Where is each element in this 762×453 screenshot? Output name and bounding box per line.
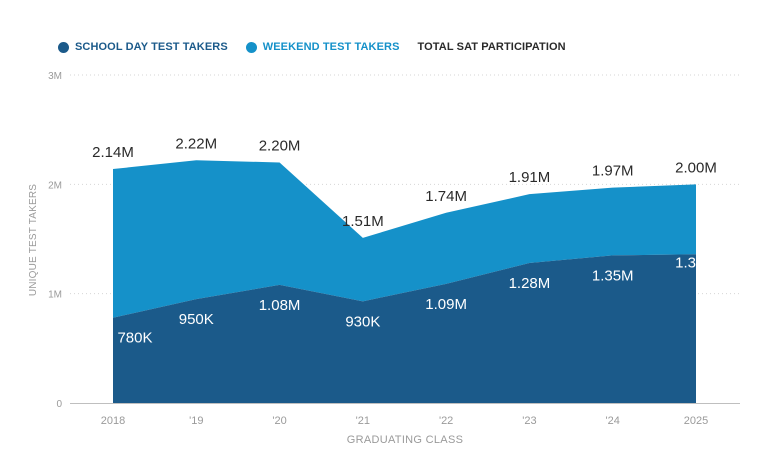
x-tick-label: '24 xyxy=(606,415,620,427)
x-tick-label: 2025 xyxy=(684,415,708,427)
school-day-data-label: 930K xyxy=(345,313,380,330)
x-axis-title: GRADUATING CLASS xyxy=(347,434,463,446)
total-data-label: 2.14M xyxy=(92,144,134,161)
school-day-data-label: 780K xyxy=(117,330,152,347)
total-data-label: 1.91M xyxy=(509,169,551,186)
school-day-area xyxy=(113,254,696,403)
school-day-data-label: 950K xyxy=(179,311,214,328)
school-day-data-label: 1.35M xyxy=(592,267,634,284)
x-tick-label: '20 xyxy=(272,415,286,427)
x-tick-label: '21 xyxy=(356,415,370,427)
school-day-data-label: 1.08M xyxy=(259,297,301,314)
legend-item-weekend: WEEKEND TEST TAKERS xyxy=(245,41,400,53)
legend-label-school-day: SCHOOL DAY TEST TAKERS xyxy=(75,41,228,53)
y-tick-label: 1M xyxy=(48,290,62,301)
total-data-label: 1.97M xyxy=(592,163,634,180)
total-data-label: 2.22M xyxy=(175,135,217,152)
chart-legend: SCHOOL DAY TEST TAKERS WEEKEND TEST TAKE… xyxy=(58,41,584,53)
legend-item-total: TOTAL SAT PARTICIPATION xyxy=(418,41,566,53)
school-day-data-label: 1.09M xyxy=(425,296,467,313)
x-tick-label: 2018 xyxy=(101,415,125,427)
legend-label-weekend: WEEKEND TEST TAKERS xyxy=(262,41,400,53)
school-day-data-label: 1.36M xyxy=(675,254,717,271)
total-data-label: 1.51M xyxy=(342,213,384,230)
total-data-label: 2.00M xyxy=(675,159,717,176)
total-data-label: 1.74M xyxy=(425,188,467,205)
legend-item-school-day: SCHOOL DAY TEST TAKERS xyxy=(58,41,228,53)
y-axis-title: UNIQUE TEST TAKERS xyxy=(28,184,39,296)
school-day-data-label: 1.28M xyxy=(509,275,551,292)
legend-swatch-weekend xyxy=(245,41,257,53)
x-tick-label: '19 xyxy=(189,415,203,427)
x-tick-label: '22 xyxy=(439,415,453,427)
y-tick-label: 3M xyxy=(48,71,62,82)
total-data-label: 2.20M xyxy=(259,137,301,154)
weekend-area xyxy=(113,160,696,318)
y-tick-label: 0 xyxy=(56,399,62,410)
legend-swatch-school-day xyxy=(58,41,69,53)
legend-label-total: TOTAL SAT PARTICIPATION xyxy=(417,41,566,53)
x-tick-label: '23 xyxy=(522,415,536,427)
y-tick-label: 2M xyxy=(48,180,62,191)
